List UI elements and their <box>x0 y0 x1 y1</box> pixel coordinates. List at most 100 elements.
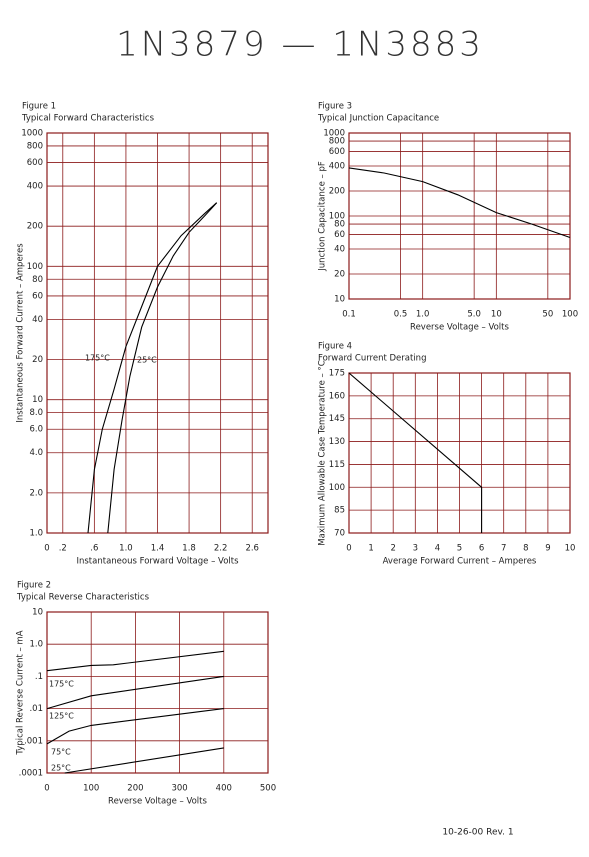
series-line <box>64 747 224 774</box>
y-tick-label: 40 <box>32 315 43 325</box>
x-tick-label: 9 <box>545 544 550 554</box>
series-label: 175°C <box>49 680 74 689</box>
series-line <box>107 202 218 534</box>
series-line <box>87 202 218 534</box>
y-axis-label: Instantaneous Forward Current – Amperes <box>16 243 26 423</box>
x-tick-label: 8 <box>523 544 528 554</box>
y-tick-label: 70 <box>334 529 345 539</box>
x-tick-label: 5.0 <box>467 310 481 320</box>
figure-label: Figure 1 <box>22 102 56 112</box>
y-tick-label: 1000 <box>21 129 43 139</box>
y-tick-label: 160 <box>329 391 345 401</box>
x-tick-label: 2.6 <box>245 544 259 554</box>
y-tick-label: 100 <box>27 262 43 272</box>
series-label: 75°C <box>51 748 71 757</box>
y-tick-label: 200 <box>329 187 345 197</box>
series-line <box>46 675 224 710</box>
x-tick-label: 2 <box>390 544 395 554</box>
x-tick-label: 4 <box>435 544 440 554</box>
x-tick-label: .6 <box>90 544 98 554</box>
x-tick-label: 5 <box>457 544 462 554</box>
x-tick-label: 0 <box>346 544 351 554</box>
y-tick-label: 80 <box>32 275 43 285</box>
y-tick-label: 600 <box>27 158 43 168</box>
x-tick-label: 400 <box>216 784 232 794</box>
x-tick-label: 6 <box>479 544 484 554</box>
y-tick-label: 1.0 <box>29 640 43 650</box>
figure-label: Figure 3 <box>318 102 352 112</box>
plot-frame <box>46 132 269 534</box>
x-tick-label: 1 <box>368 544 373 554</box>
x-tick-label: 1.0 <box>416 310 430 320</box>
y-tick-label: 100 <box>329 483 345 493</box>
y-tick-label: 175 <box>329 369 345 379</box>
x-tick-label: 0.5 <box>394 310 408 320</box>
series-label: 175°C <box>85 354 110 363</box>
x-tick-label: 500 <box>260 784 276 794</box>
x-tick-label: 200 <box>127 784 143 794</box>
series-line <box>46 708 224 745</box>
y-tick-label: 400 <box>329 162 345 172</box>
y-tick-label: 1.0 <box>29 529 43 539</box>
series-label: 25°C <box>137 356 157 365</box>
y-tick-label: 800 <box>27 141 43 151</box>
y-tick-label: 600 <box>329 147 345 157</box>
plot-frame <box>46 611 269 774</box>
x-tick-label: 10 <box>565 544 576 554</box>
y-tick-label: 200 <box>27 222 43 232</box>
x-tick-label: 0 <box>44 544 49 554</box>
y-tick-label: 60 <box>334 230 345 240</box>
y-axis-label: Junction Capacitance – pF <box>318 161 328 272</box>
y-tick-label: 145 <box>329 414 345 424</box>
x-tick-label: 1.0 <box>119 544 133 554</box>
x-tick-label: 3 <box>413 544 418 554</box>
series-line <box>348 167 571 239</box>
plot-frame <box>348 372 571 534</box>
y-tick-label: 100 <box>329 212 345 222</box>
chart-title: Typical Forward Characteristics <box>21 114 155 124</box>
figure-label: Figure 2 <box>17 581 51 591</box>
figure-label: Figure 4 <box>318 342 352 352</box>
x-tick-label: 100 <box>562 310 578 320</box>
y-tick-label: 115 <box>329 460 345 470</box>
y-tick-label: 130 <box>329 437 345 447</box>
y-tick-label: 10 <box>32 395 43 405</box>
chart-title: Forward Current Derating <box>318 354 426 364</box>
x-tick-label: 1.4 <box>151 544 165 554</box>
y-tick-label: 4.0 <box>29 448 43 458</box>
y-tick-label: 85 <box>334 506 345 516</box>
y-tick-label: 400 <box>27 182 43 192</box>
y-tick-label: 2.0 <box>29 488 43 498</box>
x-tick-label: 100 <box>83 784 99 794</box>
y-tick-label: 20 <box>334 270 345 280</box>
y-tick-label: 8.0 <box>29 408 43 418</box>
plot-frame <box>348 132 571 300</box>
x-axis-label: Instantaneous Forward Voltage – Volts <box>76 557 239 567</box>
y-tick-label: 10 <box>32 608 43 618</box>
chart-title: Typical Reverse Characteristics <box>16 593 150 603</box>
series-label: 25°C <box>51 764 71 773</box>
x-tick-label: 300 <box>171 784 187 794</box>
y-tick-label: .0001 <box>19 769 43 779</box>
series-line <box>46 650 224 672</box>
x-tick-label: 2.2 <box>214 544 228 554</box>
y-tick-label: .1 <box>35 672 43 682</box>
y-tick-label: 10 <box>334 295 345 305</box>
x-tick-label: 10 <box>491 310 502 320</box>
y-tick-label: 80 <box>334 220 345 230</box>
page-title: 1N3879 — 1N3883 <box>116 25 484 65</box>
x-tick-label: 50 <box>542 310 553 320</box>
footer: 10-26-00 Rev. 1 <box>442 828 513 838</box>
x-tick-label: 1.8 <box>182 544 196 554</box>
series-label: 125°C <box>49 712 74 721</box>
chart-title: Typical Junction Capacitance <box>317 114 439 124</box>
y-tick-label: .01 <box>29 704 43 714</box>
y-tick-label: 60 <box>32 291 43 301</box>
x-axis-label: Average Forward Current – Amperes <box>383 557 537 567</box>
x-tick-label: 0.1 <box>342 310 356 320</box>
y-tick-label: 800 <box>329 137 345 147</box>
x-tick-label: 0 <box>44 784 49 794</box>
series-line <box>348 372 483 533</box>
